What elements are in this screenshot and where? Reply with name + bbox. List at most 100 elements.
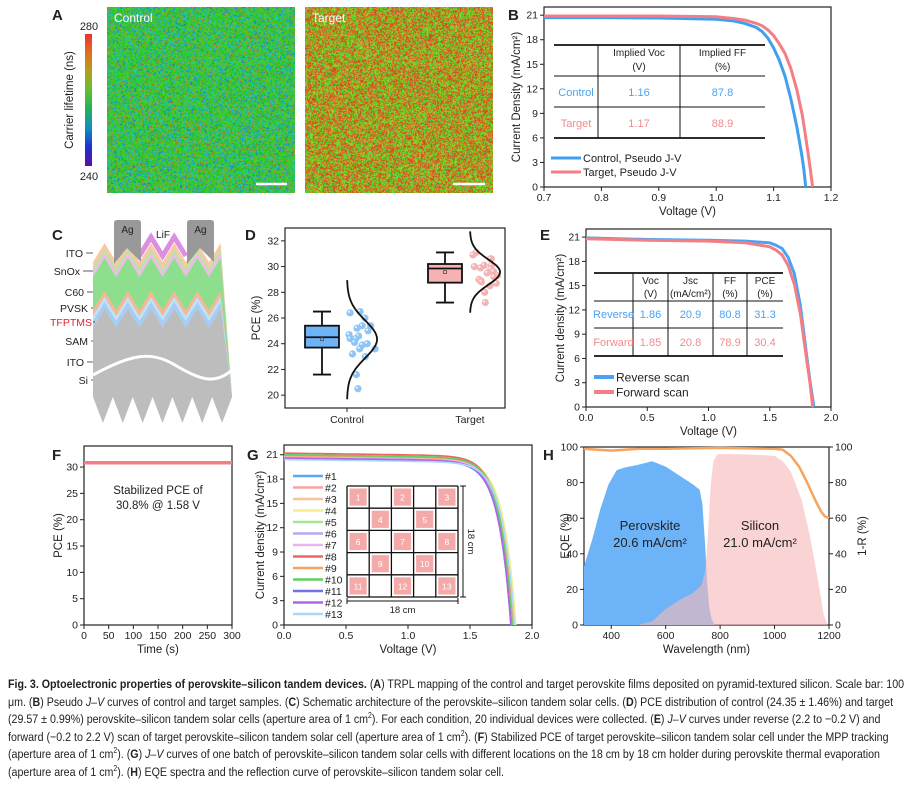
y-axis-label: EQE (%) xyxy=(560,513,572,559)
caption-bold-text: Fig. 3. Optoelectronic properties of per… xyxy=(8,677,367,691)
y-tick-label: 0 xyxy=(572,620,578,632)
data-point-highlight xyxy=(470,252,473,255)
x-tick-label: 1.5 xyxy=(762,412,777,424)
y-tick-label: 3 xyxy=(532,157,538,169)
silicon-pyramids xyxy=(93,397,232,423)
table-header: Jsc xyxy=(683,276,698,287)
table-row-label: Reverse xyxy=(593,309,634,321)
y-tick-label: 21 xyxy=(526,10,538,22)
caption-text: curves of control and target samples. ( xyxy=(104,694,289,709)
caption-bold-text: A xyxy=(373,677,382,691)
caption-bold-text: B xyxy=(32,694,41,709)
panel-label: H xyxy=(543,447,554,464)
y-tick-label: 100 xyxy=(560,442,578,454)
x-tick-label: 1200 xyxy=(817,630,841,642)
legend-label: Target, Pseudo J-V xyxy=(583,167,677,179)
data-point xyxy=(364,327,372,335)
colorbar-max-label: 280 xyxy=(80,21,98,33)
x-tick-label: 0.0 xyxy=(579,412,594,424)
plot-frame xyxy=(543,6,832,188)
data-point-highlight xyxy=(483,300,486,303)
position-label: 9 xyxy=(378,559,383,569)
data-point-highlight xyxy=(491,274,494,277)
legend-label: #13 xyxy=(325,609,343,621)
substrate-position xyxy=(393,532,412,551)
y-tick-label: 6 xyxy=(532,132,538,144)
data-point-highlight xyxy=(355,386,359,389)
layer-label-ito_top: ITO xyxy=(66,248,83,260)
caption-text: ) EQE spectra and the reflection curve o… xyxy=(137,764,505,779)
y-tick-label: 20 xyxy=(566,584,578,596)
substrate-position xyxy=(349,577,367,595)
normal-fit-curve xyxy=(346,280,378,400)
perovskite-label: Perovskite xyxy=(620,518,681,533)
position-label: 8 xyxy=(445,537,450,547)
y-axis-label: Current Density (mA/cm²) xyxy=(511,32,523,163)
data-point-highlight xyxy=(347,310,351,313)
legend-label: #7 xyxy=(325,540,337,552)
electrode-label: Ag xyxy=(121,225,133,236)
x-tick-label: 1.0 xyxy=(401,630,416,642)
substrate-position xyxy=(416,555,434,573)
data-point xyxy=(350,338,359,347)
layer-lif xyxy=(137,232,188,261)
y-tick-label: 26 xyxy=(267,313,279,325)
position-label: 11 xyxy=(354,581,363,591)
y-tick-label: 40 xyxy=(566,548,578,560)
x-tick-label: 0.8 xyxy=(594,192,609,204)
data-point-highlight xyxy=(491,269,494,272)
y-tick-label: 20 xyxy=(66,514,78,526)
y-axis-label: Current density (mA/cm²) xyxy=(255,471,267,600)
caption-text: 2 xyxy=(368,711,372,721)
table-header: (mA/cm²) xyxy=(670,289,711,300)
position-label: 5 xyxy=(422,515,427,525)
data-point-highlight xyxy=(346,332,350,335)
y2-tick-label: 0 xyxy=(835,620,841,632)
data-point-highlight xyxy=(360,342,363,345)
trpl-map-control xyxy=(107,7,295,193)
y-tick-label: 25 xyxy=(66,488,78,500)
position-label: 13 xyxy=(442,581,452,591)
substrate-position xyxy=(438,532,456,551)
y-tick-label: 32 xyxy=(267,235,279,247)
layer-label-c60: C60 xyxy=(65,287,84,299)
data-point-highlight xyxy=(354,326,358,329)
perovskite-eqe-area xyxy=(584,461,715,625)
data-point xyxy=(469,251,477,259)
caption-text: ) PCE distribution of control (24.35 ± 1… xyxy=(8,694,894,727)
silicon-label: Silicon xyxy=(741,518,779,533)
caption-text: ) Schematic architecture of the perovski… xyxy=(296,694,626,709)
table-header: Implied FF xyxy=(699,48,746,59)
y2-tick-label: 40 xyxy=(835,548,847,560)
table-header: (%) xyxy=(757,289,773,300)
data-point-highlight xyxy=(478,265,481,268)
panel-label: C xyxy=(52,227,63,244)
table-cell: 88.9 xyxy=(712,118,733,130)
x-tick-label: 200 xyxy=(174,630,192,642)
table-header: Implied Voc xyxy=(613,48,665,59)
layer-label-pvsk: PVSK xyxy=(60,303,88,315)
series-line-#8 xyxy=(284,452,513,626)
electrode-label: Ag xyxy=(194,225,206,236)
y-tick-label: 28 xyxy=(267,287,279,299)
table-header: (%) xyxy=(715,62,731,73)
caption-text: ). ( xyxy=(464,729,478,744)
legend-label: #12 xyxy=(325,598,343,610)
position-label: 3 xyxy=(445,493,450,503)
table-cell: 78.9 xyxy=(719,337,740,349)
x-axis-label: Time (s) xyxy=(137,644,179,656)
axes: 20 22 24 26 28 30 32 PCE (%) D xyxy=(245,227,506,409)
y-tick-label: 18 xyxy=(266,474,278,486)
box-control xyxy=(304,280,379,400)
y-tick-label: 15 xyxy=(526,59,538,71)
trpl-map-target xyxy=(305,7,493,193)
data-point-highlight xyxy=(359,323,363,326)
caption-text: ) Stabilized PCE of target perovskite–si… xyxy=(8,729,889,762)
caption-text: ) xyxy=(138,747,146,762)
table-cell: 87.8 xyxy=(712,87,733,99)
data-point-highlight xyxy=(472,264,475,267)
legend-label: #11 xyxy=(325,586,342,598)
legend-label: #1 xyxy=(325,471,337,483)
caption-text: curves of one batch of perovskite–silico… xyxy=(8,747,880,779)
